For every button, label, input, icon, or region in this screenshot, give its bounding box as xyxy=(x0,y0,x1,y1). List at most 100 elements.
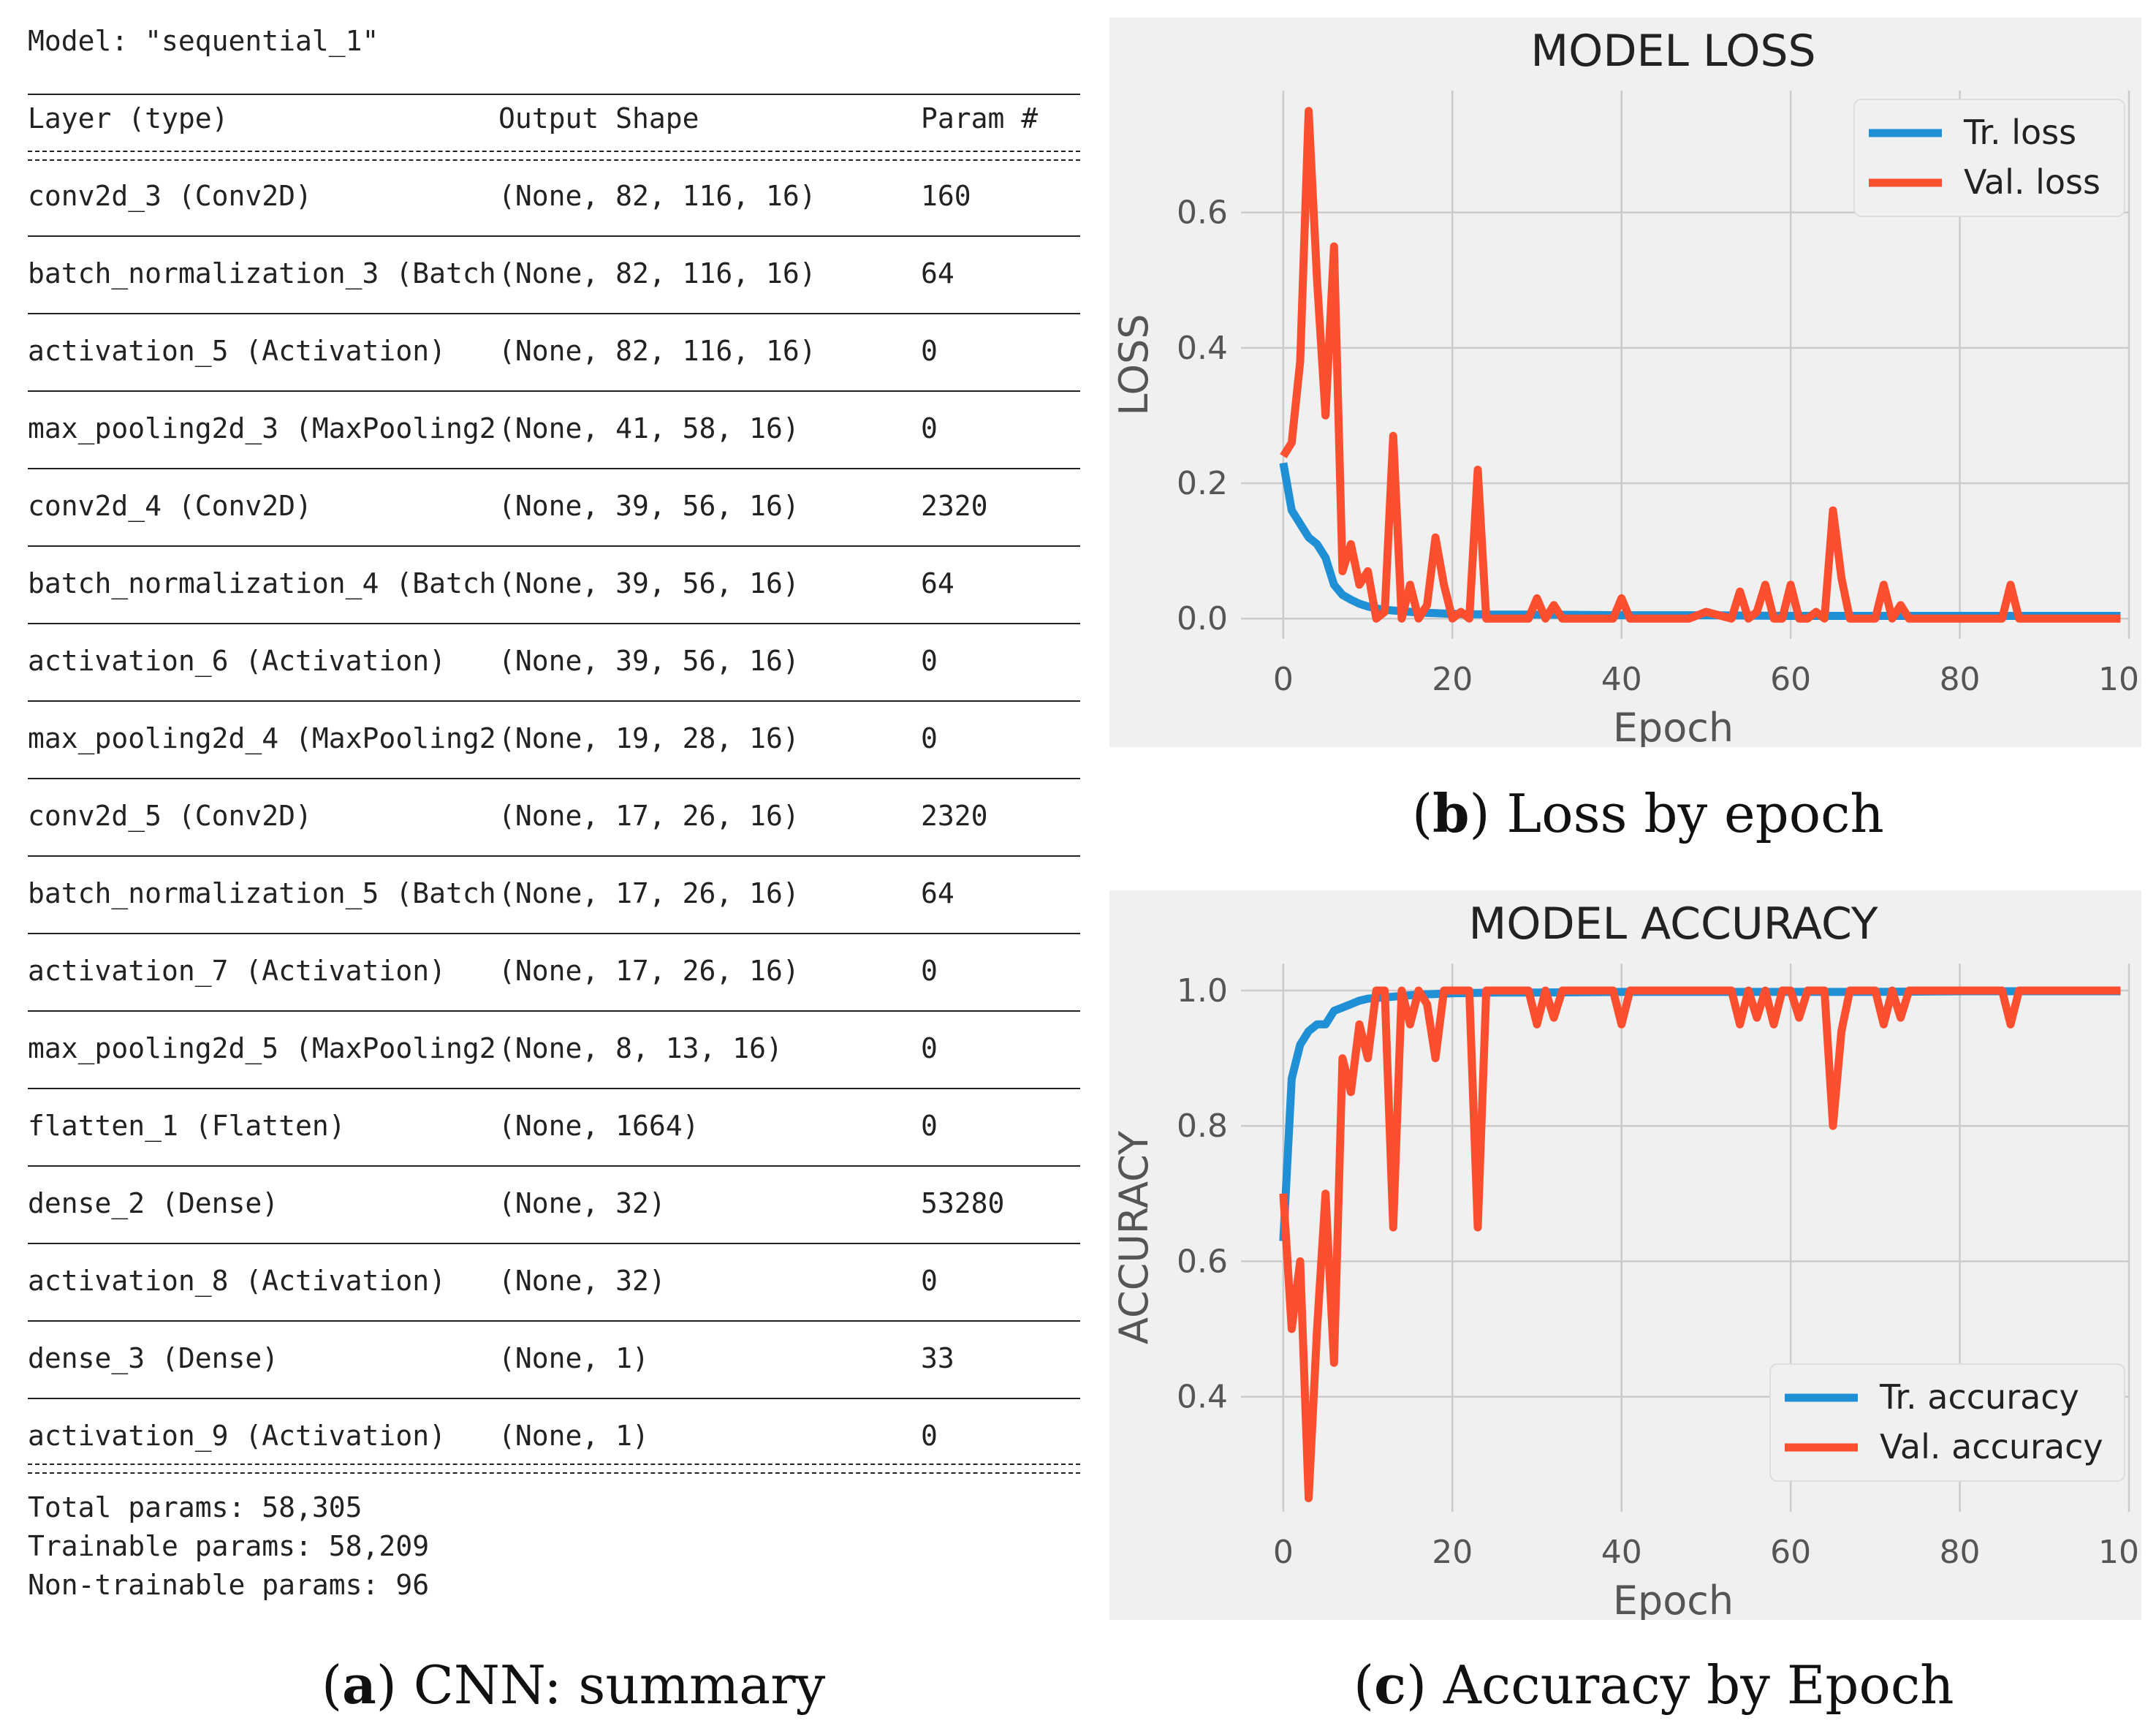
loss-x-tick-label: 0 xyxy=(1273,661,1294,698)
row-separator xyxy=(28,1320,1080,1322)
output-shape: (None, 39, 56, 16) xyxy=(498,490,800,522)
layer-name: activation_7 (Activation) xyxy=(28,955,446,987)
row-separator xyxy=(28,1165,1080,1167)
row-separator xyxy=(28,545,1080,547)
loss-x-axis-label: Epoch xyxy=(1613,705,1734,747)
loss-y-tick-label: 0.0 xyxy=(1177,600,1228,637)
accuracy-y-tick-label: 0.4 xyxy=(1177,1379,1228,1416)
loss-y-axis-label: LOSS xyxy=(1111,314,1157,415)
output-shape: (None, 1664) xyxy=(498,1110,699,1142)
param-count: 53280 xyxy=(921,1187,1005,1219)
output-shape: (None, 17, 26, 16) xyxy=(498,955,800,987)
param-count: 2320 xyxy=(921,490,988,522)
param-count: 64 xyxy=(921,877,954,909)
layer-name: dense_2 (Dense) xyxy=(28,1187,279,1219)
row-separator xyxy=(28,700,1080,702)
accuracy-legend-label: Val. accuracy xyxy=(1880,1427,2103,1466)
row-separator xyxy=(28,1010,1080,1012)
loss-x-tick-label: 20 xyxy=(1432,661,1473,698)
row-separator xyxy=(28,778,1080,779)
layer-name: batch_normalization_4 (Batch xyxy=(28,567,496,599)
layer-name: activation_8 (Activation) xyxy=(28,1265,446,1297)
header-top-rule xyxy=(28,94,1080,95)
caption-a: (a) CNN: summary xyxy=(322,1654,826,1716)
row-separator xyxy=(28,623,1080,624)
loss-series-val-line xyxy=(1280,107,2121,623)
accuracy-y-tick-label: 1.0 xyxy=(1177,972,1228,1010)
param-count: 33 xyxy=(921,1342,954,1374)
header-layer: Layer (type) xyxy=(28,102,229,135)
loss-x-tick-label: 40 xyxy=(1601,661,1642,698)
output-shape: (None, 1) xyxy=(498,1342,649,1374)
output-shape: (None, 82, 116, 16) xyxy=(498,257,816,289)
accuracy-x-tick-label: 80 xyxy=(1940,1534,1981,1571)
accuracy-y-axis-label: ACCURACY xyxy=(1111,1130,1157,1344)
param-count: 0 xyxy=(921,955,938,987)
accuracy-series-val-line xyxy=(1279,986,2121,1502)
header-double-rule xyxy=(28,151,1080,161)
layer-name: max_pooling2d_4 (MaxPooling2 xyxy=(28,722,496,754)
layer-name: conv2d_5 (Conv2D) xyxy=(28,800,312,832)
param-count: 0 xyxy=(921,722,938,754)
loss-y-tick-label: 0.4 xyxy=(1177,330,1228,367)
non-trainable-params: Non-trainable params: 96 xyxy=(28,1569,430,1601)
accuracy-legend xyxy=(1769,1363,2125,1482)
accuracy-x-tick-label: 20 xyxy=(1432,1534,1473,1571)
param-count: 64 xyxy=(921,257,954,289)
layer-name: activation_6 (Activation) xyxy=(28,645,446,677)
loss-legend-label: Tr. loss xyxy=(1963,113,2076,152)
row-separator xyxy=(28,1088,1080,1089)
output-shape: (None, 82, 116, 16) xyxy=(498,335,816,367)
param-count: 0 xyxy=(921,1032,938,1064)
layer-name: flatten_1 (Flatten) xyxy=(28,1110,346,1142)
loss-legend-label: Val. loss xyxy=(1964,162,2100,202)
caption-b-letter: b xyxy=(1432,782,1470,844)
output-shape: (None, 39, 56, 16) xyxy=(498,645,800,677)
output-shape: (None, 8, 13, 16) xyxy=(498,1032,783,1064)
output-shape: (None, 39, 56, 16) xyxy=(498,567,800,599)
row-separator xyxy=(28,1243,1080,1244)
row-separator xyxy=(28,1398,1080,1399)
row-separator xyxy=(28,390,1080,392)
loss-chart: 0 20 40 60 80 100 0.0 0.2 0.4 0.6 MODEL LOSS Epoch L… xyxy=(1109,18,2141,747)
caption-c: (c) Accuracy by Epoch xyxy=(1354,1654,1954,1716)
layer-name: max_pooling2d_3 (MaxPooling2 xyxy=(28,412,496,444)
row-separator xyxy=(28,855,1080,857)
accuracy-title: MODEL ACCURACY xyxy=(1468,898,1878,950)
output-shape: (None, 32) xyxy=(498,1265,666,1297)
accuracy-x-tick-label: 60 xyxy=(1770,1534,1811,1571)
accuracy-x-tick-label: 40 xyxy=(1601,1534,1642,1571)
header-param: Param # xyxy=(921,102,1039,135)
accuracy-x-tick-label: 100 xyxy=(2098,1534,2141,1571)
param-count: 64 xyxy=(921,567,954,599)
loss-x-tick-label: 100 xyxy=(2098,661,2141,698)
accuracy-x-tick-label: 0 xyxy=(1273,1534,1294,1571)
output-shape: (None, 17, 26, 16) xyxy=(498,877,800,909)
layer-name: batch_normalization_5 (Batch xyxy=(28,877,496,909)
caption-c-text: Accuracy by Epoch xyxy=(1427,1654,1954,1716)
loss-title: MODEL LOSS xyxy=(1530,26,1815,77)
row-separator xyxy=(28,235,1080,237)
param-count: 0 xyxy=(921,1110,938,1142)
accuracy-chart: 0 20 40 60 80 100 0.4 0.6 0.8 1.0 MODEL ACCURACY Ep… xyxy=(1109,890,2141,1620)
param-count: 0 xyxy=(921,412,938,444)
param-count: 2320 xyxy=(921,800,988,832)
param-count: 0 xyxy=(921,1420,938,1452)
row-separator xyxy=(28,313,1080,314)
output-shape: (None, 19, 28, 16) xyxy=(498,722,800,754)
caption-b-text: Loss by epoch xyxy=(1489,783,1884,844)
layer-name: batch_normalization_3 (Batch xyxy=(28,257,496,289)
layer-name: dense_3 (Dense) xyxy=(28,1342,279,1374)
output-shape: (None, 17, 26, 16) xyxy=(498,800,800,832)
loss-legend xyxy=(1853,99,2125,217)
loss-y-tick-label: 0.2 xyxy=(1177,465,1228,502)
loss-y-tick-label: 0.6 xyxy=(1177,194,1228,232)
accuracy-x-axis-label: Epoch xyxy=(1613,1578,1734,1620)
layer-name: conv2d_4 (Conv2D) xyxy=(28,490,312,522)
output-shape: (None, 82, 116, 16) xyxy=(498,180,816,212)
caption-a-letter: a xyxy=(342,1654,376,1716)
param-count: 0 xyxy=(921,645,938,677)
caption-c-letter: c xyxy=(1374,1654,1406,1716)
layer-name: activation_9 (Activation) xyxy=(28,1420,446,1452)
caption-a-text: CNN: summary xyxy=(396,1654,826,1716)
